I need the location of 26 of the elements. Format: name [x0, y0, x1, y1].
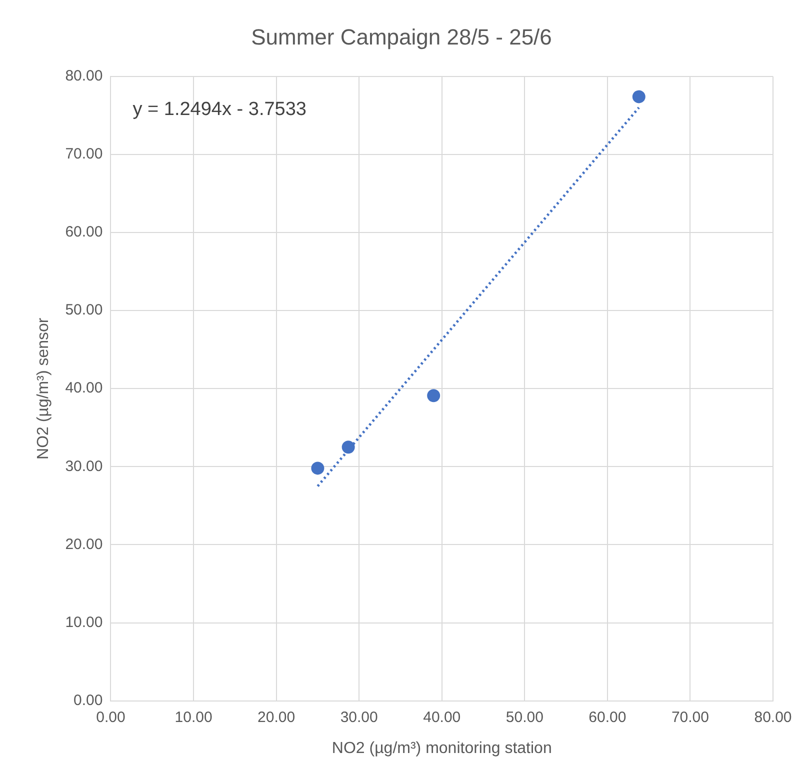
x-tick-label: 70.00 — [671, 708, 709, 726]
y-axis-title: NO2 (µg/m³) sensor — [35, 317, 52, 460]
point — [311, 462, 324, 475]
x-tick-label: 0.00 — [96, 708, 126, 726]
chart-title: Summer Campaign 28/5 - 25/6 — [251, 24, 552, 50]
x-tick-label: 30.00 — [340, 708, 378, 726]
x-tick-label: 80.00 — [754, 708, 792, 726]
x-tick-label: 40.00 — [423, 708, 461, 726]
x-axis-title: NO2 (µg/m³) monitoring station — [332, 740, 552, 757]
y-tick-label: 30.00 — [65, 458, 103, 475]
point — [342, 440, 355, 454]
y-tick-label: 60.00 — [65, 224, 103, 241]
y-tick-label: 70.00 — [65, 146, 103, 163]
y-tick-label: 40.00 — [65, 380, 103, 397]
x-tick-label: 50.00 — [506, 708, 544, 726]
x-tick-label: 10.00 — [174, 708, 212, 726]
x-tick-label: 20.00 — [258, 708, 296, 726]
point — [427, 389, 440, 402]
y-tick-label: 80.00 — [65, 68, 103, 85]
x-tick-label: 60.00 — [588, 708, 626, 726]
y-tick-label: 20.00 — [65, 536, 103, 553]
point — [632, 90, 646, 104]
annotation: y = 1.2494x - 3.7533 — [132, 99, 306, 120]
y-tick-label: 50.00 — [65, 302, 103, 319]
y-tick-label: 10.00 — [65, 614, 103, 631]
y-tick-label: 0.00 — [74, 692, 103, 709]
